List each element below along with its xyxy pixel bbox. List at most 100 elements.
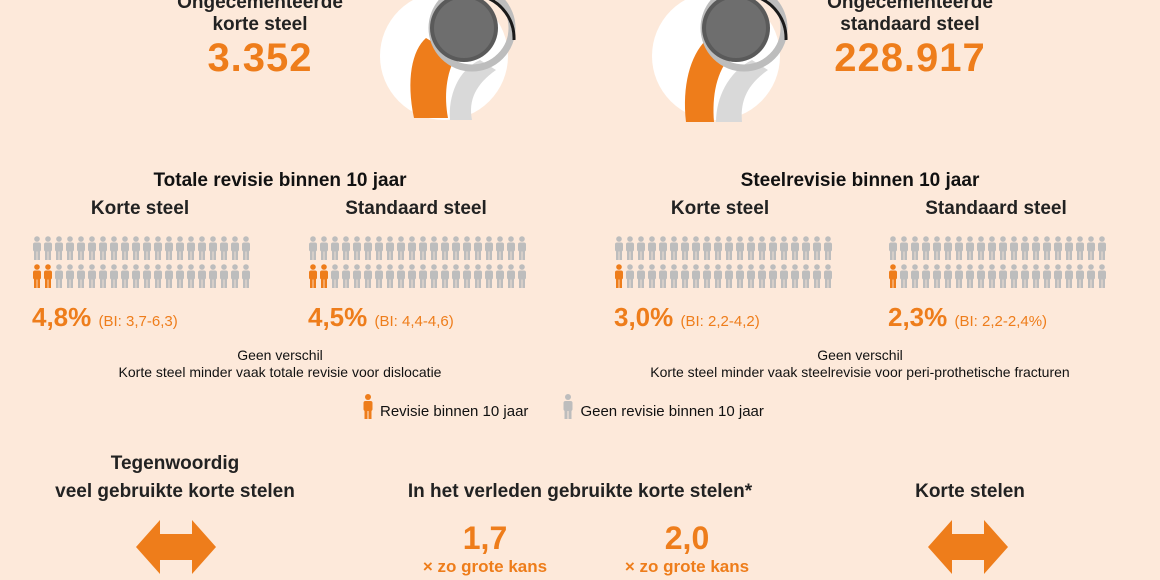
no-revision-person-icon [1021, 264, 1029, 288]
no-revision-person-icon [220, 264, 228, 288]
factor-2-value: 2,0 [664, 520, 710, 556]
no-revision-person-icon [441, 236, 449, 260]
total-note-no-difference: Geen verschil [237, 347, 323, 363]
factor-2-label: × zo grote kans [624, 557, 750, 576]
short-stem-count: 3.352 [207, 36, 313, 80]
no-revision-person-icon [681, 264, 689, 288]
no-revision-person-icon [955, 264, 963, 288]
stem-standard-pictogram [889, 236, 1106, 288]
no-revision-person-icon [121, 236, 129, 260]
total-short-ci: (BI: 3,7-6,3) [98, 313, 178, 330]
no-revision-person-icon [1021, 236, 1029, 260]
stem-short-label: Korte steel [670, 198, 770, 219]
short-stems-heading: Korte stelen [915, 481, 1025, 502]
no-revision-person-icon [386, 236, 394, 260]
no-revision-person-icon [1065, 236, 1073, 260]
orange-person-icon [363, 394, 373, 419]
no-revision-person-icon [780, 236, 788, 260]
no-revision-person-icon [231, 264, 239, 288]
no-revision-person-icon [397, 236, 405, 260]
double-arrow-right-icon [928, 520, 1008, 574]
no-revision-person-icon [1043, 264, 1051, 288]
no-revision-person-icon [648, 264, 656, 288]
no-revision-person-icon [922, 236, 930, 260]
no-revision-person-icon [386, 264, 394, 288]
no-revision-person-icon [320, 236, 328, 260]
no-revision-person-icon [1054, 264, 1062, 288]
no-revision-person-icon [44, 236, 52, 260]
no-revision-person-icon [1032, 264, 1040, 288]
no-revision-person-icon [474, 236, 482, 260]
no-revision-person-icon [648, 236, 656, 260]
no-revision-person-icon [198, 236, 206, 260]
short-stem-line2: korte steel [212, 14, 308, 35]
stem-short-ci: (BI: 2,2-4,2) [680, 313, 760, 330]
no-revision-person-icon [419, 264, 427, 288]
no-revision-person-icon [408, 264, 416, 288]
no-revision-person-icon [132, 264, 140, 288]
no-revision-person-icon [165, 264, 173, 288]
no-revision-person-icon [626, 236, 634, 260]
no-revision-person-icon [911, 236, 919, 260]
no-revision-person-icon [791, 236, 799, 260]
no-revision-person-icon [55, 264, 63, 288]
no-revision-person-icon [681, 236, 689, 260]
stem-revision-title: Steelrevisie binnen 10 jaar [740, 170, 980, 191]
no-revision-person-icon [121, 264, 129, 288]
no-revision-person-icon [485, 264, 493, 288]
no-revision-person-icon [375, 236, 383, 260]
past-short-stems-heading: In het verleden gebruikte korte stelen* [407, 481, 753, 502]
total-short-percent-row: 4,8% (BI: 3,7-6,3) [32, 302, 178, 333]
no-revision-person-icon [1010, 264, 1018, 288]
no-revision-person-icon [331, 236, 339, 260]
no-revision-person-icon [802, 264, 810, 288]
revision-person-icon [309, 264, 317, 288]
double-arrow-left-icon [136, 520, 216, 574]
no-revision-person-icon [670, 236, 678, 260]
no-revision-person-icon [441, 264, 449, 288]
legend-revision-label: Revisie binnen 10 jaar [380, 403, 529, 420]
no-revision-person-icon [1076, 236, 1084, 260]
no-revision-person-icon [99, 236, 107, 260]
total-short-percent: 4,8% [32, 302, 92, 332]
no-revision-person-icon [758, 236, 766, 260]
no-revision-person-icon [110, 264, 118, 288]
no-revision-person-icon [780, 264, 788, 288]
no-revision-person-icon [66, 236, 74, 260]
no-revision-person-icon [364, 236, 372, 260]
stem-note-no-difference: Geen verschil [817, 347, 903, 363]
no-revision-person-icon [1065, 264, 1073, 288]
no-revision-person-icon [430, 264, 438, 288]
no-revision-person-icon [955, 236, 963, 260]
no-revision-person-icon [353, 236, 361, 260]
standard-stem-hip-illustration [636, 0, 796, 122]
no-revision-person-icon [143, 264, 151, 288]
no-revision-person-icon [143, 236, 151, 260]
legend-no-revision-label: Geen revisie binnen 10 jaar [580, 403, 764, 420]
standard-stem-count: 228.917 [834, 36, 986, 80]
current-line2: veel gebruikte korte stelen [55, 481, 295, 502]
no-revision-person-icon [364, 264, 372, 288]
no-revision-person-icon [474, 264, 482, 288]
no-revision-person-icon [736, 264, 744, 288]
stem-revision-notes: Geen verschil Korte steel minder vaak st… [590, 347, 1130, 381]
no-revision-person-icon [703, 236, 711, 260]
no-revision-person-icon [66, 264, 74, 288]
no-revision-person-icon [154, 264, 162, 288]
no-revision-person-icon [110, 236, 118, 260]
no-revision-person-icon [496, 236, 504, 260]
no-revision-person-icon [626, 264, 634, 288]
no-revision-person-icon [1087, 236, 1095, 260]
total-standard-pictogram [309, 236, 526, 288]
no-revision-person-icon [758, 264, 766, 288]
no-revision-person-icon [518, 236, 526, 260]
no-revision-person-icon [452, 236, 460, 260]
no-revision-person-icon [813, 264, 821, 288]
revision-person-icon [44, 264, 52, 288]
total-standard-percent-row: 4,5% (BI: 4,4-4,6) [308, 302, 454, 333]
no-revision-person-icon [507, 236, 515, 260]
no-revision-person-icon [999, 264, 1007, 288]
no-revision-person-icon [1043, 236, 1051, 260]
current-line1: Tegenwoordig [110, 453, 240, 474]
no-revision-person-icon [463, 236, 471, 260]
